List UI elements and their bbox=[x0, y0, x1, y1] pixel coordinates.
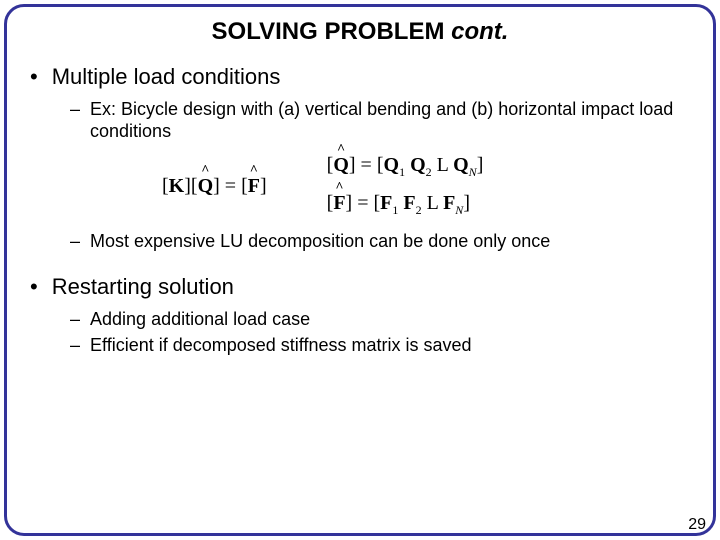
bullet-dot-icon: • bbox=[30, 64, 38, 90]
dash-icon: – bbox=[70, 98, 80, 120]
spacer bbox=[22, 256, 698, 274]
eq-r1-Q1: Q bbox=[384, 154, 400, 176]
dash-icon: – bbox=[70, 334, 80, 356]
equation-row: [K][Q] = [F] [Q] = [Q1 Q2 L QN] [F] = [F… bbox=[22, 154, 698, 218]
eq-r1-QN: Q bbox=[453, 154, 469, 176]
eq-K: K bbox=[169, 175, 185, 197]
eq-r1-L: L bbox=[432, 154, 453, 176]
eq-r1-Q2: Q bbox=[410, 154, 426, 176]
bullet-2-text: Restarting solution bbox=[52, 274, 234, 300]
dash-icon: – bbox=[70, 230, 80, 252]
equation-right: [Q] = [Q1 Q2 L QN] [F] = [F1 F2 L FN] bbox=[327, 154, 484, 218]
page-number: 29 bbox=[688, 516, 706, 534]
bullet-1-sub-2: – Most expensive LU decomposition can be… bbox=[70, 230, 688, 252]
equation-left: [K][Q] = [F] bbox=[162, 175, 267, 198]
eq-Fhat: F bbox=[248, 175, 260, 198]
page-title: SOLVING PROBLEM cont. bbox=[22, 18, 698, 46]
eq-kqf: [K][Q] = [F] bbox=[162, 175, 267, 197]
bullet-2-sub-1: – Adding additional load case bbox=[70, 308, 688, 330]
eq-r2-eq: = [ bbox=[352, 192, 380, 214]
eq-r2-FN: F bbox=[443, 192, 455, 214]
eq-r2-L: L bbox=[422, 192, 443, 214]
eq-f-expand: [F] = [F1 F2 L FN] bbox=[327, 192, 484, 218]
eq-r2-F2: F bbox=[403, 192, 415, 214]
bullet-2-sub-2: – Efficient if decomposed stiffness matr… bbox=[70, 334, 688, 356]
eq-r1-sN: N bbox=[469, 165, 477, 179]
eq-q-expand: [Q] = [Q1 Q2 L QN] bbox=[327, 154, 484, 180]
eq-Qhat: Q bbox=[198, 175, 214, 198]
bullet-1-sub-1-text: Ex: Bicycle design with (a) vertical ben… bbox=[90, 98, 688, 142]
eq-eq: = bbox=[220, 175, 241, 197]
eq-r2-close: ] bbox=[463, 192, 470, 214]
slide-content: SOLVING PROBLEM cont. • Multiple load co… bbox=[22, 14, 698, 526]
bullet-2: • Restarting solution bbox=[30, 274, 698, 300]
eq-r2-F: F bbox=[333, 192, 345, 215]
bullet-2-sub-2-text: Efficient if decomposed stiffness matrix… bbox=[90, 334, 472, 356]
eq-r2-F1: F bbox=[380, 192, 392, 214]
bullet-1-sub-2-text: Most expensive LU decomposition can be d… bbox=[90, 230, 550, 252]
bullet-dot-icon: • bbox=[30, 274, 38, 300]
bullet-1-text: Multiple load conditions bbox=[52, 64, 281, 90]
bullet-1-sub-1: – Ex: Bicycle design with (a) vertical b… bbox=[70, 98, 688, 142]
title-italic: cont. bbox=[451, 18, 508, 45]
eq-r1-close: ] bbox=[477, 154, 484, 176]
dash-icon: – bbox=[70, 308, 80, 330]
bullet-2-sub-1-text: Adding additional load case bbox=[90, 308, 310, 330]
title-main: SOLVING PROBLEM bbox=[212, 18, 452, 45]
eq-r1-Q: Q bbox=[333, 154, 349, 177]
bullet-1: • Multiple load conditions bbox=[30, 64, 698, 90]
eq-r1-eq: = [ bbox=[356, 154, 384, 176]
